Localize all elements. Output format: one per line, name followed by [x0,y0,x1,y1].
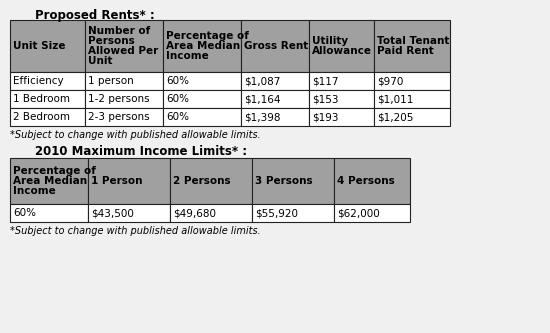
Text: *Subject to change with published allowable limits.: *Subject to change with published allowa… [10,130,261,140]
Text: $62,000: $62,000 [337,208,379,218]
Bar [241,20,309,72]
Bar [241,90,309,108]
Bar [252,158,334,204]
Bar [374,90,450,108]
Text: $1,164: $1,164 [244,94,280,104]
Text: Number of: Number of [88,26,150,36]
Text: 60%: 60% [13,208,36,218]
Text: $1,087: $1,087 [244,76,280,86]
Text: Total Tenant: Total Tenant [377,36,449,46]
Bar [163,72,241,90]
Bar [309,20,374,72]
Text: $55,920: $55,920 [255,208,298,218]
Text: Unit: Unit [88,56,113,66]
Text: 3 Persons: 3 Persons [255,176,312,186]
Text: Allowed Per: Allowed Per [88,46,158,56]
Text: 1 Person: 1 Person [91,176,142,186]
Text: $970: $970 [377,76,403,86]
Bar [10,90,85,108]
Text: $43,500: $43,500 [91,208,134,218]
Bar [170,158,252,204]
Bar [309,90,374,108]
Text: Paid Rent: Paid Rent [377,46,434,56]
Bar [309,72,374,90]
Text: Income: Income [166,51,209,61]
Bar [85,72,163,90]
Text: 1-2 persons: 1-2 persons [88,94,150,104]
Bar [334,158,410,204]
Text: 2-3 persons: 2-3 persons [88,112,150,122]
Text: $1,011: $1,011 [377,94,414,104]
Bar [163,20,241,72]
Bar [85,90,163,108]
Text: Proposed Rents* :: Proposed Rents* : [35,9,155,22]
Text: 60%: 60% [166,76,189,86]
Bar [334,204,410,222]
Text: Percentage of: Percentage of [166,31,249,41]
Text: 60%: 60% [166,94,189,104]
Bar [10,108,85,126]
Text: $193: $193 [312,112,338,122]
Text: Income: Income [13,186,56,196]
Bar [10,204,88,222]
Bar [374,108,450,126]
Text: Area Median: Area Median [13,176,87,186]
Bar [88,158,170,204]
Bar [88,204,170,222]
Bar [163,108,241,126]
Text: $1,205: $1,205 [377,112,414,122]
Bar [252,204,334,222]
Text: Allowance: Allowance [312,46,372,56]
Bar [241,72,309,90]
Bar [309,108,374,126]
Text: Unit Size: Unit Size [13,41,65,51]
Text: 60%: 60% [166,112,189,122]
Text: Efficiency: Efficiency [13,76,64,86]
Bar [10,72,85,90]
Text: Persons: Persons [88,36,135,46]
Text: 1 Bedroom: 1 Bedroom [13,94,70,104]
Bar [85,20,163,72]
Text: 4 Persons: 4 Persons [337,176,395,186]
Text: Area Median: Area Median [166,41,240,51]
Bar [374,20,450,72]
Text: *Subject to change with published allowable limits.: *Subject to change with published allowa… [10,226,261,236]
Bar [163,90,241,108]
Bar [85,108,163,126]
Text: 2010 Maximum Income Limits* :: 2010 Maximum Income Limits* : [35,145,247,158]
Text: Percentage of: Percentage of [13,166,96,176]
Text: 2 Persons: 2 Persons [173,176,230,186]
Text: Utility: Utility [312,36,348,46]
Bar [10,158,88,204]
Text: 2 Bedroom: 2 Bedroom [13,112,70,122]
Text: $117: $117 [312,76,338,86]
Bar [241,108,309,126]
Text: Gross Rent: Gross Rent [244,41,308,51]
Text: $153: $153 [312,94,338,104]
Text: $49,680: $49,680 [173,208,216,218]
Bar [10,20,85,72]
Text: $1,398: $1,398 [244,112,280,122]
Bar [170,204,252,222]
Bar [374,72,450,90]
Text: 1 person: 1 person [88,76,134,86]
